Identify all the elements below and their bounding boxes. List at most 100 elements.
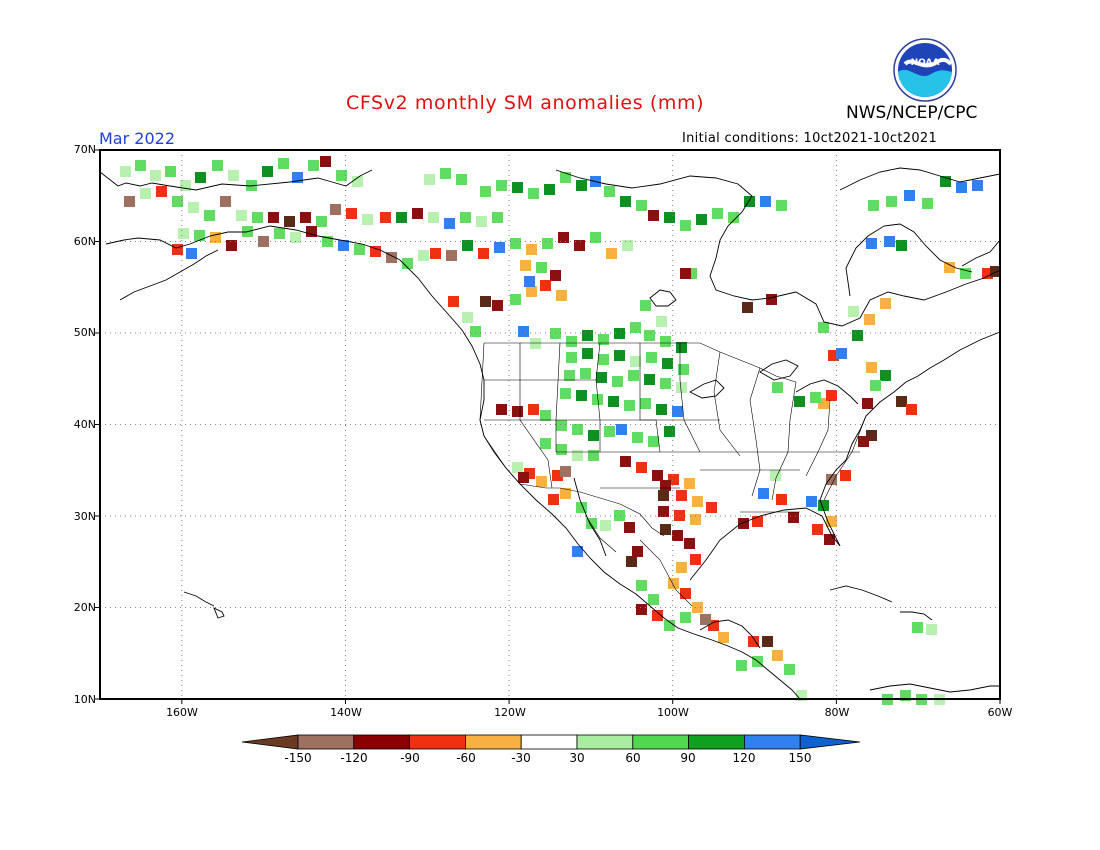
anomaly-cell [944,262,955,273]
lon-label-120w: 120W [494,706,526,719]
logo-text: NOAA [911,58,940,68]
anomaly-cell [412,208,423,219]
anomaly-cell [156,186,167,197]
anomaly-cell [558,232,569,243]
state-border [479,342,665,537]
anomaly-cell [990,266,1001,277]
anomaly-cell [700,614,711,625]
anomaly-cell [748,636,759,647]
anomaly-cell [572,424,583,435]
state-border [679,343,701,453]
anomaly-cell [818,398,829,409]
anomaly-cell [684,538,695,549]
anomaly-cell [492,300,503,311]
anomaly-cell [796,690,807,701]
anomaly-cell [300,212,311,223]
colorbar-arrow-right [799,734,861,750]
colorbar-arrow-left [241,734,299,750]
anomaly-cell [470,326,481,337]
colorbar-label-m150: -150 [284,751,312,765]
anomaly-cell [582,348,593,359]
anomaly-cell [676,490,687,501]
anomaly-cell [210,232,221,243]
political-borders [479,342,867,607]
anomaly-cell [596,372,607,383]
anomaly-cell [852,330,863,341]
anomaly-cell [664,620,675,631]
anomaly-cell [742,302,753,313]
anomaly-cell [772,382,783,393]
anomaly-cell [258,236,269,247]
anomaly-cell [444,218,455,229]
anomaly-cell [150,170,161,181]
anomaly-cell [576,502,587,513]
colorbar-label-30: 30 [569,751,585,765]
anomaly-cell [456,174,467,185]
anomaly-cell [794,396,805,407]
lon-label-80w: 80W [824,706,850,719]
anomaly-cell [566,336,577,347]
anomaly-cell [598,334,609,345]
anomaly-cell [124,196,135,207]
anomaly-cell [818,322,829,333]
anomaly-cell [624,522,635,533]
anomaly-cell [632,432,643,443]
anomaly-cell [676,342,687,353]
state-border [519,343,553,489]
anomaly-cell [560,388,571,399]
lat-label-20: 20N [73,601,96,614]
anomaly-cell [660,336,671,347]
anomaly-cell [524,276,535,287]
colorbar-swatch [688,734,745,750]
anomaly-cell [674,510,685,521]
anomaly-cell [690,514,701,525]
anomaly-cell [644,374,655,385]
anomaly-cell [480,296,491,307]
anomaly-cell [188,202,199,213]
anomaly-cell [630,322,641,333]
anomaly-cell [668,474,679,485]
anomaly-cell [940,176,951,187]
anomaly-cell [600,520,611,531]
anomaly-cell [380,212,391,223]
coastline [213,607,225,619]
anomaly-cell [644,330,655,341]
coastline [869,683,1000,693]
anomaly-cell [512,462,523,473]
agency-label: NWS/NCEP/CPC [846,103,978,123]
anomaly-cell [204,210,215,221]
anomaly-cell [906,404,917,415]
anomaly-cell [760,196,771,207]
anomaly-cell [462,240,473,251]
lat-label-40: 40N [73,418,96,431]
anomaly-cell [686,268,697,279]
anomaly-cell [690,554,701,565]
anomaly-cell [186,248,197,259]
anomaly-cell [352,176,363,187]
lat-label-30: 30N [73,510,96,523]
coastline [961,239,1001,267]
anomaly-cell [548,494,559,505]
anomaly-cell [660,524,671,535]
anomaly-cell [588,450,599,461]
anomaly-cell [680,588,691,599]
anomaly-cell [178,228,189,239]
anomaly-cell [512,406,523,417]
anomaly-cell [680,220,691,231]
anomaly-cell [165,166,176,177]
anomaly-cell [620,196,631,207]
colorbar-swatch [353,734,410,750]
state-border [639,539,693,607]
anomaly-cell [586,518,597,529]
anomaly-cell [826,516,837,527]
anomaly-cell [612,376,623,387]
anomaly-cell [656,404,667,415]
anomaly-cell [320,156,331,167]
anomaly-cell [738,518,749,529]
anomaly-cell [632,546,643,557]
anomaly-cell [810,392,821,403]
anomaly-cell [172,196,183,207]
anomaly-cell [528,404,539,415]
colorbar-swatch [576,734,634,750]
